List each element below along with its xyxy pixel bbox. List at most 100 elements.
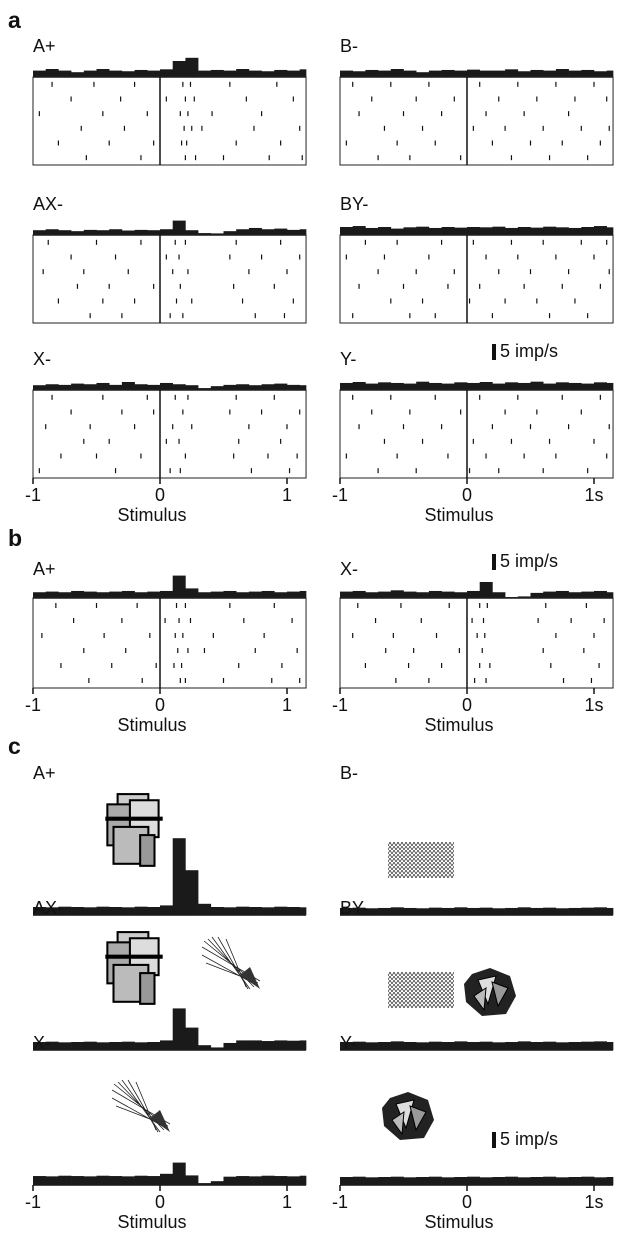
psth-bar <box>416 72 430 77</box>
psth-bar <box>236 384 250 390</box>
psth-bar <box>185 385 199 390</box>
psth-bar <box>71 1176 85 1185</box>
panel-title: BY- <box>340 194 368 214</box>
psth-bar <box>134 384 148 390</box>
psth-bar <box>248 227 262 235</box>
psth-bar <box>58 1042 72 1050</box>
psth-bar <box>185 230 199 235</box>
psth-bar <box>403 70 417 77</box>
psth-bar <box>555 227 569 235</box>
psth-bar <box>71 72 85 77</box>
psth-bar <box>454 382 468 390</box>
psth-bar <box>172 1162 186 1185</box>
x-axis-label: Stimulus <box>424 1212 493 1232</box>
psth-bar <box>236 229 250 235</box>
psth-bar <box>416 1042 430 1050</box>
psth-bar <box>33 592 46 598</box>
stimulus-icons <box>104 793 517 1141</box>
psth-bar <box>492 226 506 235</box>
panel-title: X- <box>33 349 51 369</box>
psth-bar <box>340 70 353 77</box>
psth-bar <box>441 907 455 915</box>
psth-bar <box>492 1042 506 1050</box>
psth-bar <box>543 383 557 390</box>
psth-bar <box>517 71 531 77</box>
psth-bar <box>45 591 59 598</box>
psth-bar <box>109 907 123 915</box>
psth-bar <box>147 591 161 598</box>
psth-bar <box>210 907 224 915</box>
panel-title: B- <box>340 36 358 56</box>
psth-bar <box>594 226 607 235</box>
psth-bar <box>299 229 307 235</box>
psth-bar <box>172 384 186 390</box>
psth-bar <box>185 1175 199 1185</box>
psth-bar <box>96 1175 110 1185</box>
psth-bar <box>505 1176 519 1185</box>
psth-bar <box>467 1042 480 1050</box>
psth-bar <box>274 1176 288 1185</box>
psth-bar <box>340 591 353 598</box>
psth-bar <box>492 70 506 77</box>
psth-bar <box>543 1041 557 1050</box>
psth-bar <box>83 70 97 77</box>
stimulus-icon <box>201 936 261 990</box>
psth-bar <box>121 1176 135 1185</box>
psth-bar <box>428 907 442 915</box>
psth-bar <box>210 386 224 390</box>
x-tick-label: 0 <box>155 485 165 505</box>
psth-bar <box>390 1176 404 1185</box>
psth-bar <box>378 907 392 915</box>
x-tick-label: 0 <box>462 1192 472 1212</box>
psth-bar <box>606 70 614 77</box>
psth-bar <box>365 1177 379 1185</box>
psth-bar <box>492 1177 506 1185</box>
panel-letter: c <box>8 733 21 759</box>
scale-bar <box>492 344 496 360</box>
psth-bar <box>555 1042 569 1050</box>
psth-bar <box>479 1177 493 1185</box>
psth-bar <box>223 1176 237 1185</box>
psth-bar <box>454 592 468 598</box>
psth-bar <box>223 70 237 77</box>
psth-bar <box>83 591 97 598</box>
psth-bar <box>403 1042 417 1050</box>
psth-bar <box>58 70 72 77</box>
psth-bar <box>428 382 442 390</box>
raster-frame <box>339 389 614 479</box>
psth-bar <box>352 71 366 77</box>
psth-bar <box>467 590 480 598</box>
psth-bar <box>378 382 392 390</box>
psth-bar <box>210 591 224 598</box>
psth-bar <box>340 1177 353 1185</box>
psth-bar <box>505 382 519 390</box>
psth-bar <box>581 591 595 598</box>
psth-bar <box>517 382 531 390</box>
psth-bar <box>96 230 110 235</box>
psth-bar <box>147 230 161 235</box>
psth-bar <box>479 582 493 598</box>
psth-bar <box>416 381 430 390</box>
scale-bar-label: 5 imp/s <box>500 1129 558 1149</box>
psth-bar <box>365 1042 379 1050</box>
psth-bar <box>33 230 46 235</box>
psth-bar <box>428 590 442 598</box>
psth-bar <box>530 907 544 915</box>
psth-bar <box>568 1042 582 1050</box>
psth-bar <box>274 383 288 390</box>
psth-bar <box>261 229 275 235</box>
psth-bar <box>581 69 595 77</box>
psth-bar <box>428 1176 442 1185</box>
psth-bar <box>505 227 519 235</box>
psth-bar <box>555 590 569 598</box>
psth-bar <box>390 228 404 235</box>
psth-bar <box>479 907 493 915</box>
x-tick-label: 1s <box>584 695 603 715</box>
stimulus-icon <box>381 1091 435 1141</box>
x-tick-label: 0 <box>155 695 165 715</box>
psth-bar <box>96 906 110 915</box>
psth-bar <box>185 57 199 77</box>
psth-bar <box>352 590 366 598</box>
psth-bar <box>454 70 468 77</box>
